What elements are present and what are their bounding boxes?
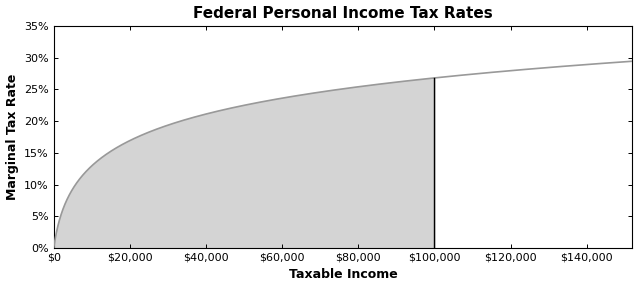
Title: Federal Personal Income Tax Rates: Federal Personal Income Tax Rates: [193, 5, 493, 21]
Y-axis label: Marginal Tax Rate: Marginal Tax Rate: [6, 74, 19, 200]
X-axis label: Taxable Income: Taxable Income: [289, 268, 397, 282]
